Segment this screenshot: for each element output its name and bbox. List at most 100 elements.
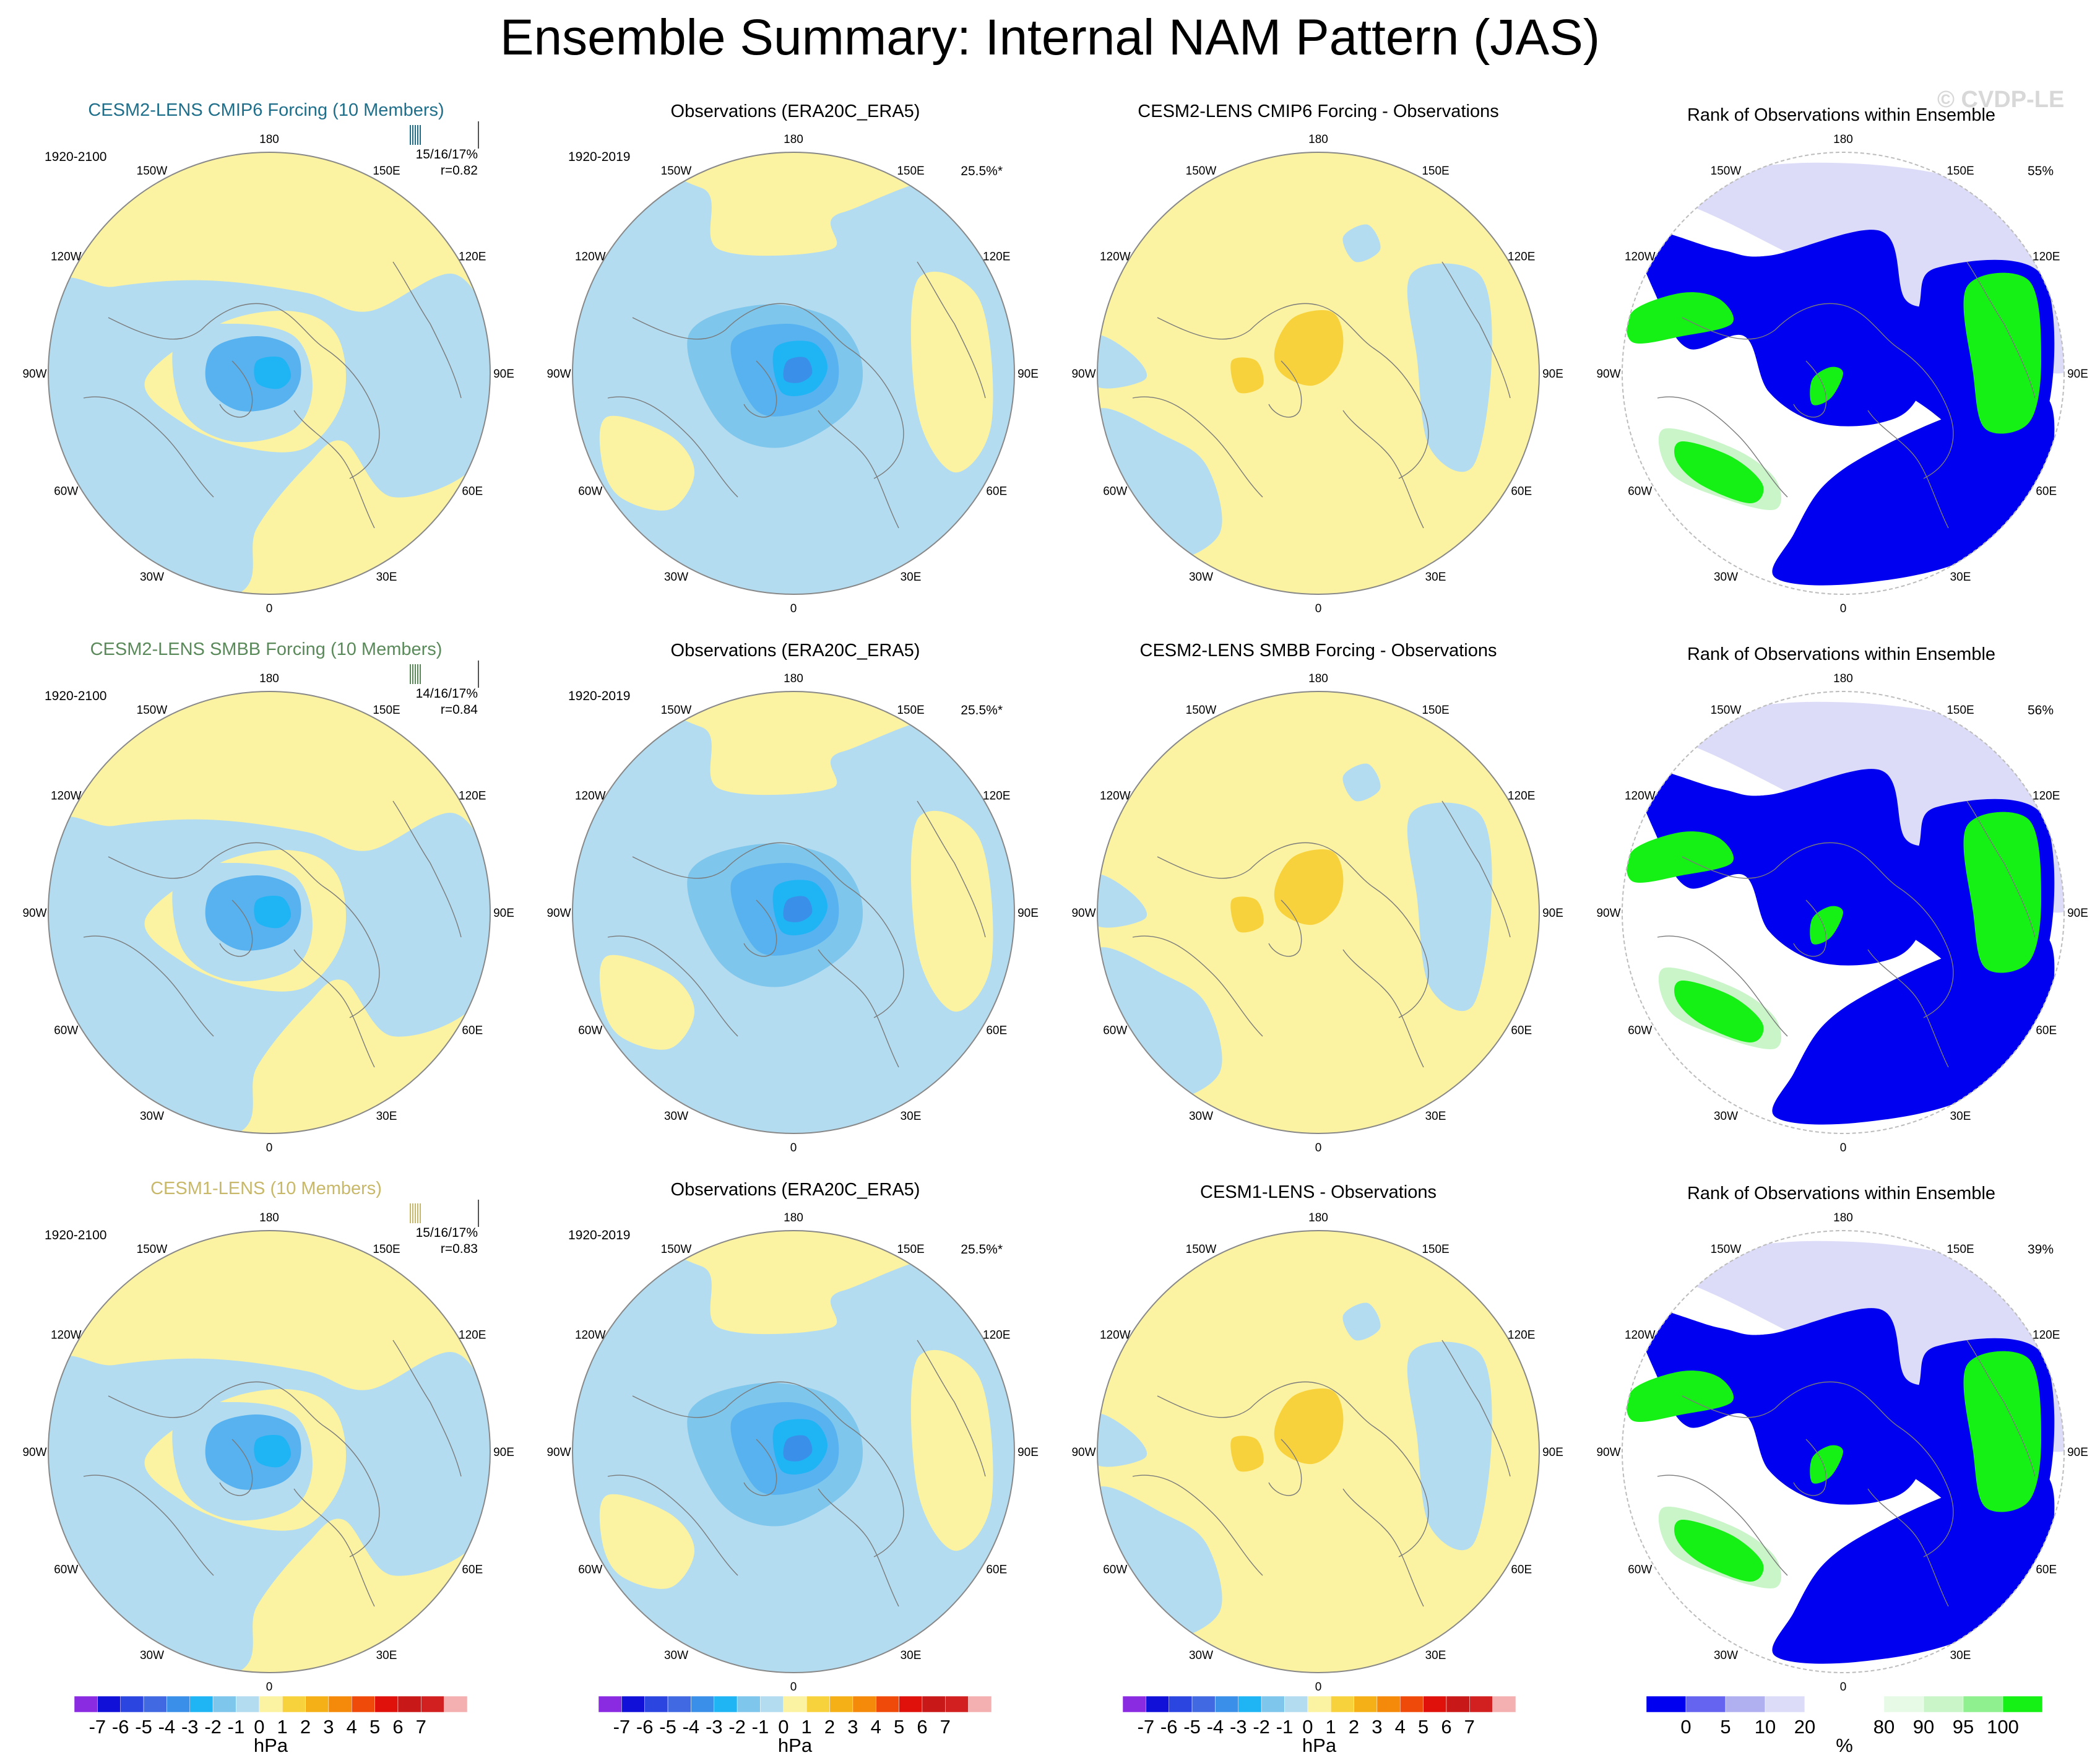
watermark-text: © CVDP-LE [1937,87,2065,113]
coastline [392,1340,462,1477]
longitude-label: 90E [493,907,514,920]
coastlines [1657,800,2036,1068]
longitude-label: 120W [1100,251,1131,264]
contour-region [1230,896,1264,933]
period-label: 1920-2100 [45,150,107,164]
map-field [1097,691,1539,1133]
contour-region [1674,441,1764,503]
longitude-label: 150W [661,165,692,178]
longitude-label: 60E [462,485,483,498]
longitude-label: 180 [1308,133,1328,146]
longitude-label: 90W [1071,368,1095,381]
colorbar-swatch [259,1696,283,1713]
colorbar-swatch [305,1696,329,1713]
contour-region [1407,263,1492,472]
colorbar-tick-label: -6 [112,1716,129,1738]
longitude-label: 0 [1840,1141,1847,1154]
coastlines [1132,1340,1511,1607]
colorbar-swatch [1307,1696,1331,1713]
spread-axis [478,661,479,688]
colorbar-swatch [806,1696,830,1713]
longitude-label: 30W [664,571,688,584]
panel-title-model-row2: CESM2-LENS SMBB Forcing (10 Members) [90,639,443,659]
longitude-label: 90E [1542,368,1563,381]
coastline [818,1488,899,1607]
longitude-label: 0 [790,1681,797,1694]
longitude-label: 120E [2033,251,2060,264]
colorbar-tick-label: 4 [347,1716,357,1738]
colorbar-tick-label: 0 [254,1716,264,1738]
longitude-label: 150W [1186,704,1217,717]
longitude-label: 60W [54,1564,78,1577]
contour-region [205,1414,301,1490]
coastline [743,1439,777,1496]
colorbar-swatch [421,1696,444,1713]
coastline [219,899,253,957]
colorbar-tick-label: -2 [204,1716,222,1738]
contour-region [254,356,292,389]
longitude-label: 90W [547,368,571,381]
longitude-label: 120W [51,251,82,264]
colorbar-swatch [1446,1696,1470,1713]
coastline [1867,949,1949,1068]
colorbar-swatch [444,1696,468,1713]
coastline [607,1475,738,1576]
colorbar-swatch [328,1696,352,1713]
longitude-label: 0 [1840,602,1847,615]
map-field [1097,1231,1539,1673]
longitude-label: 180 [1308,672,1328,685]
map-panel-diff-row3: 180 150E 120E 90E 60E 30E 0 30W 60W 90W 120W 150W [1071,1211,1563,1694]
colorbar-tick-label: 95 [1953,1716,1974,1738]
spread-tick [415,664,416,684]
colorbar-tick-label: -1 [228,1716,245,1738]
colorbar-swatch [236,1696,260,1713]
longitude-label: 150W [137,165,168,178]
colorbar-tick-label: -7 [89,1716,106,1738]
contour-region [599,415,694,511]
panel-title-obs-row2: Observations (ERA20C_ERA5) [670,641,920,661]
colorbar-swatch [282,1696,306,1713]
longitude-label: 0 [1315,1681,1322,1694]
panel-title-obs-row3: Observations (ERA20C_ERA5) [670,1180,920,1200]
coastlines [607,800,986,1068]
longitude-label: 90E [493,1446,514,1459]
colorbar-units: hPa [254,1735,288,1756]
colorbar-swatch [120,1696,144,1713]
coastline [917,261,986,399]
longitude-label: 120W [51,1329,82,1342]
longitude-label: 120E [2033,1329,2060,1342]
longitude-label: 180 [784,672,803,685]
coastline [1441,800,1511,938]
stat-label: 39% [2027,1242,2054,1257]
contour-region [1772,932,2055,1125]
contour-region [1342,1302,1381,1341]
map-field [1622,1231,2064,1673]
contour-region [910,810,993,1012]
coastlines [83,1340,462,1607]
coastline [1966,261,2036,399]
longitude-label: 30E [1950,1649,1971,1662]
longitude-label: 30W [1714,1649,1738,1662]
map-field [573,152,1014,594]
colorbar-swatch [1354,1696,1378,1713]
contour-region [1963,1351,2041,1512]
longitude-label: 180 [1833,133,1853,146]
colorbar-swatch [1376,1696,1401,1713]
longitude-label: 30W [140,1110,164,1123]
coastline [1793,1439,1827,1496]
map-field [573,1231,1014,1673]
colorbar-tick-label: 3 [1372,1716,1382,1738]
colorbar-tick-label: 3 [323,1716,334,1738]
coastline [1342,1488,1424,1607]
longitude-label: 120E [459,1329,486,1342]
longitude-label: 60E [986,1024,1007,1037]
colorbar-swatch [97,1696,121,1713]
longitude-label: 120W [1625,251,1656,264]
longitude-label: 150E [373,1243,400,1256]
longitude-label: 180 [784,133,803,146]
coastline [607,935,738,1037]
contour-region [1627,1370,1734,1423]
spread-axis [478,1200,479,1227]
colorbar-tick-label: 3 [847,1716,858,1738]
colorbar: -7 -6 -5 -4 -3 -2 -1 0 1 2 3 4 5 6 7 hPa [74,1696,468,1756]
